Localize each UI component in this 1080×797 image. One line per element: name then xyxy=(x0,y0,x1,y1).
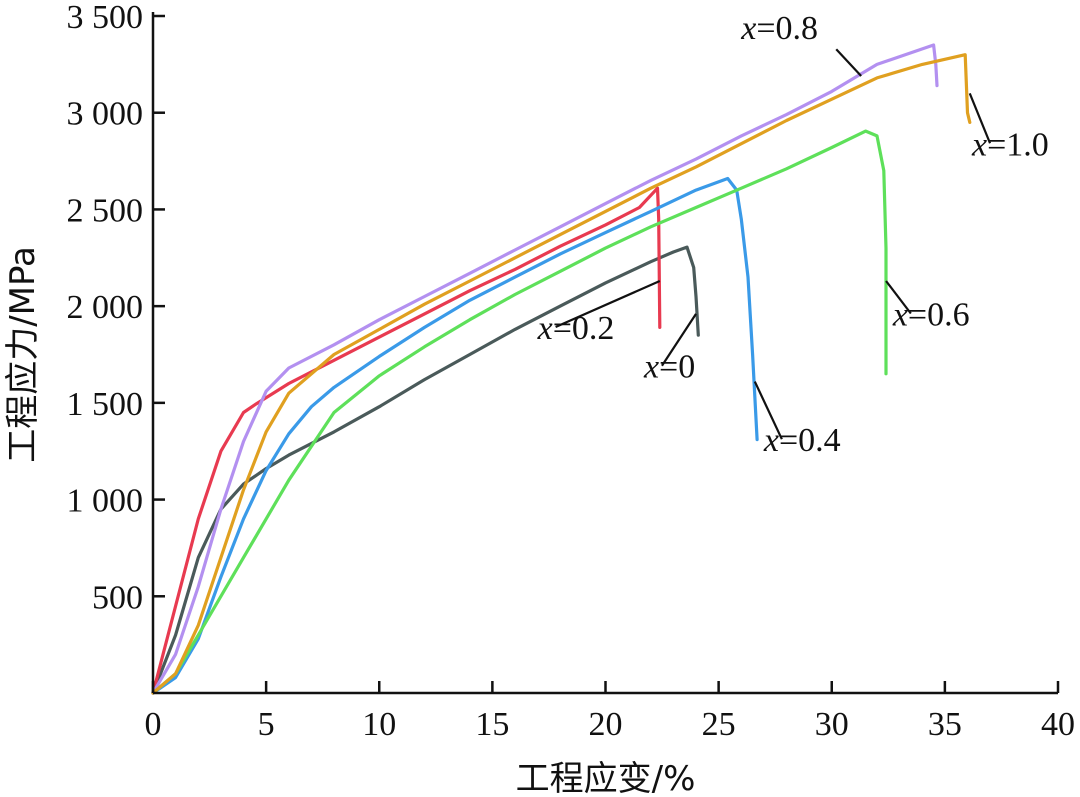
annotation-leader xyxy=(661,313,697,367)
y-tick-label: 3 000 xyxy=(67,96,144,133)
y-tick-label: 500 xyxy=(92,579,143,616)
series-line xyxy=(151,245,700,695)
series-line xyxy=(151,43,939,695)
series-label: x=0.8 xyxy=(740,10,818,47)
y-tick-label: 2 000 xyxy=(67,289,144,326)
y-tick-label: 1 500 xyxy=(67,386,144,423)
series-layer xyxy=(151,43,972,695)
y-tick-label: 3 500 xyxy=(67,0,144,36)
y-tick-label: 2 500 xyxy=(67,192,144,229)
series-line xyxy=(151,53,972,695)
series-label: x=1.0 xyxy=(971,126,1049,163)
series-line xyxy=(151,129,888,695)
series-label: x=0.4 xyxy=(763,422,841,459)
x-tick-label: 0 xyxy=(145,706,162,743)
x-tick-label: 5 xyxy=(258,706,275,743)
series-line xyxy=(151,186,662,695)
annotation-leader xyxy=(885,280,912,315)
series-label: x=0.2 xyxy=(537,310,615,347)
y-axis-title: 工程应力/MPa xyxy=(3,246,43,463)
annotation-leader xyxy=(555,279,661,329)
x-tick-label: 10 xyxy=(362,706,396,743)
x-tick-label: 30 xyxy=(815,706,849,743)
x-tick-label: 20 xyxy=(589,706,623,743)
annotation-layer: x=0.8 x=1.0 x=0.6 x=0.4 x=0.2 x=0 xyxy=(537,10,1049,459)
series-label: x=0 xyxy=(643,349,695,386)
x-tick-label: 25 xyxy=(702,706,736,743)
y-tick-label: 1 000 xyxy=(67,483,144,520)
annotation-leader xyxy=(835,48,862,77)
axes-layer: 0 5 10 15 20 25 30 35 40 500 1 000 1 500 2 000 2 500 3… xyxy=(67,0,1076,743)
annotation-leader xyxy=(753,381,783,440)
x-tick-label: 15 xyxy=(475,706,509,743)
x-axis-title: 工程应变/% xyxy=(516,759,696,797)
series-label: x=0.6 xyxy=(892,296,970,333)
series-line xyxy=(151,176,759,695)
x-tick-label: 35 xyxy=(928,706,962,743)
annotation-leader xyxy=(968,92,992,144)
x-tick-label: 40 xyxy=(1041,706,1075,743)
